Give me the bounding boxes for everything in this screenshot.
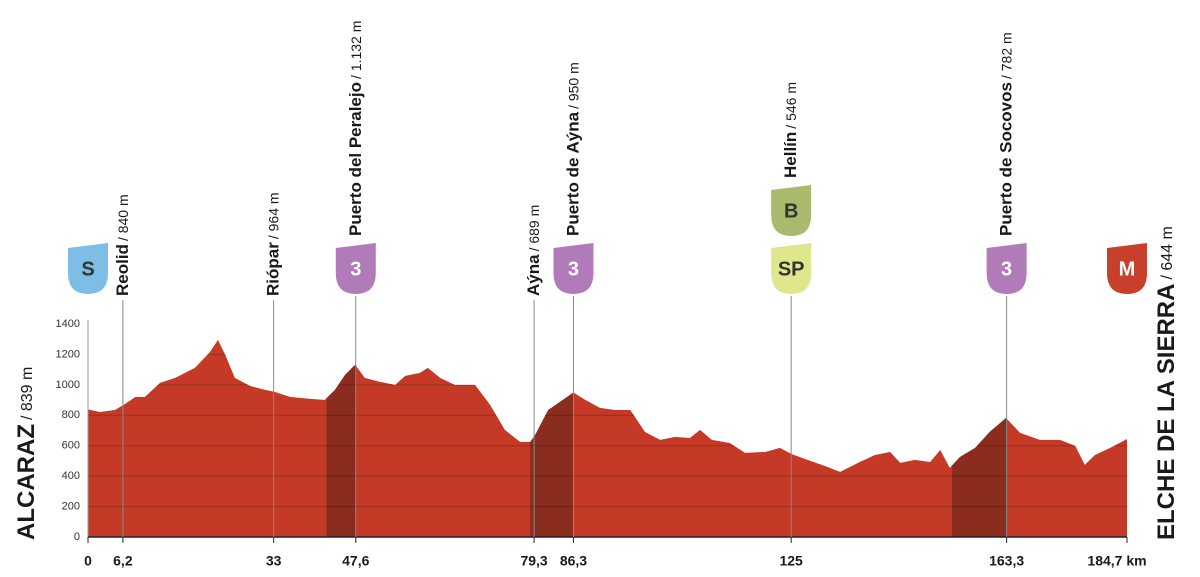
- x-tick-label: 0: [84, 553, 92, 569]
- climb-marker: S: [68, 243, 108, 294]
- waypoint-label: Hellín / 546 m: [782, 82, 801, 178]
- climb-marker: 3: [986, 243, 1027, 294]
- marker-badge: [335, 243, 376, 294]
- y-tick-label: 200: [62, 500, 80, 512]
- waypoint-label: Puerto de Socovos / 782 m: [997, 32, 1016, 236]
- x-tick-label: 6,2: [113, 553, 133, 569]
- waypoint-altitude: / 689 m: [526, 205, 542, 252]
- waypoint-label: Puerto del Peralejo / 1.132 m: [346, 21, 365, 236]
- climb-marker: 3: [553, 243, 594, 294]
- finish-altitude: / 644 m: [1159, 226, 1176, 279]
- x-tick-label: 47,6: [342, 553, 369, 569]
- marker-badge: [771, 185, 812, 236]
- marker-badge: [68, 243, 108, 294]
- y-tick-label: 600: [62, 440, 80, 452]
- climb-marker: M: [1107, 243, 1147, 294]
- x-tick-label: 163,3: [989, 553, 1024, 569]
- finish-name: ELCHE DE LA SIERRA: [1153, 284, 1180, 540]
- y-tick-label: 1000: [56, 379, 80, 391]
- climb-section: [952, 339, 1007, 537]
- x-tick-label: 86,3: [560, 553, 587, 569]
- marker-label: B: [784, 200, 798, 222]
- waypoint-altitude: / 1.132 m: [347, 21, 363, 79]
- marker-label: 3: [568, 258, 579, 280]
- finish-label: ELCHE DE LA SIERRA / 644 m: [1153, 226, 1180, 540]
- waypoint-name: Reolid: [113, 244, 132, 296]
- waypoint-altitude: / 964 m: [265, 192, 281, 239]
- waypoint-name: Hellín: [782, 132, 801, 178]
- marker-label: S: [81, 258, 94, 280]
- x-tick-label: 33: [266, 553, 282, 569]
- waypoint-label: Puerto de Aýna / 950 m: [564, 62, 583, 236]
- x-tick-label: 79,3: [520, 553, 547, 569]
- y-tick-label: 1200: [56, 348, 80, 360]
- waypoint-altitude: / 950 m: [565, 62, 581, 109]
- waypoint-label: Riópar / 964 m: [264, 192, 283, 296]
- y-tick-label: 1400: [56, 318, 80, 330]
- y-tick-label: 400: [62, 470, 80, 482]
- x-tick-label: 125: [779, 553, 803, 569]
- marker-label: 3: [350, 258, 361, 280]
- x-tick-label: 184,7 km: [1087, 553, 1146, 569]
- y-tick-label: 0: [74, 531, 80, 543]
- marker-badge: [771, 243, 812, 294]
- start-name: ALCARAZ: [13, 424, 40, 540]
- start-label: ALCARAZ / 839 m: [13, 367, 40, 540]
- waypoint-name: Riópar: [264, 242, 283, 296]
- marker-label: M: [1119, 258, 1136, 280]
- waypoint-altitude: / 840 m: [115, 194, 131, 241]
- y-tick-label: 800: [62, 409, 80, 421]
- waypoint-name: Puerto de Socovos: [997, 82, 1016, 236]
- start-altitude: / 839 m: [19, 367, 36, 420]
- waypoint-altitude: / 782 m: [998, 32, 1014, 79]
- waypoint-name: Puerto del Peralejo: [346, 82, 365, 236]
- climb-marker: B: [771, 185, 812, 236]
- waypoint-label: Reolid / 840 m: [113, 194, 132, 296]
- climb-marker: 3: [335, 243, 376, 294]
- marker-label: 3: [1001, 258, 1012, 280]
- marker-badge: [1107, 243, 1147, 294]
- waypoint-altitude: / 546 m: [783, 82, 799, 129]
- climb-marker: SP: [771, 243, 812, 294]
- marker-badge: [986, 243, 1027, 294]
- waypoint-label: Aýna / 689 m: [525, 205, 544, 296]
- waypoint-name: Aýna: [525, 254, 544, 296]
- waypoint-name: Puerto de Aýna: [564, 111, 583, 236]
- marker-badge: [553, 243, 594, 294]
- marker-label: SP: [778, 258, 805, 280]
